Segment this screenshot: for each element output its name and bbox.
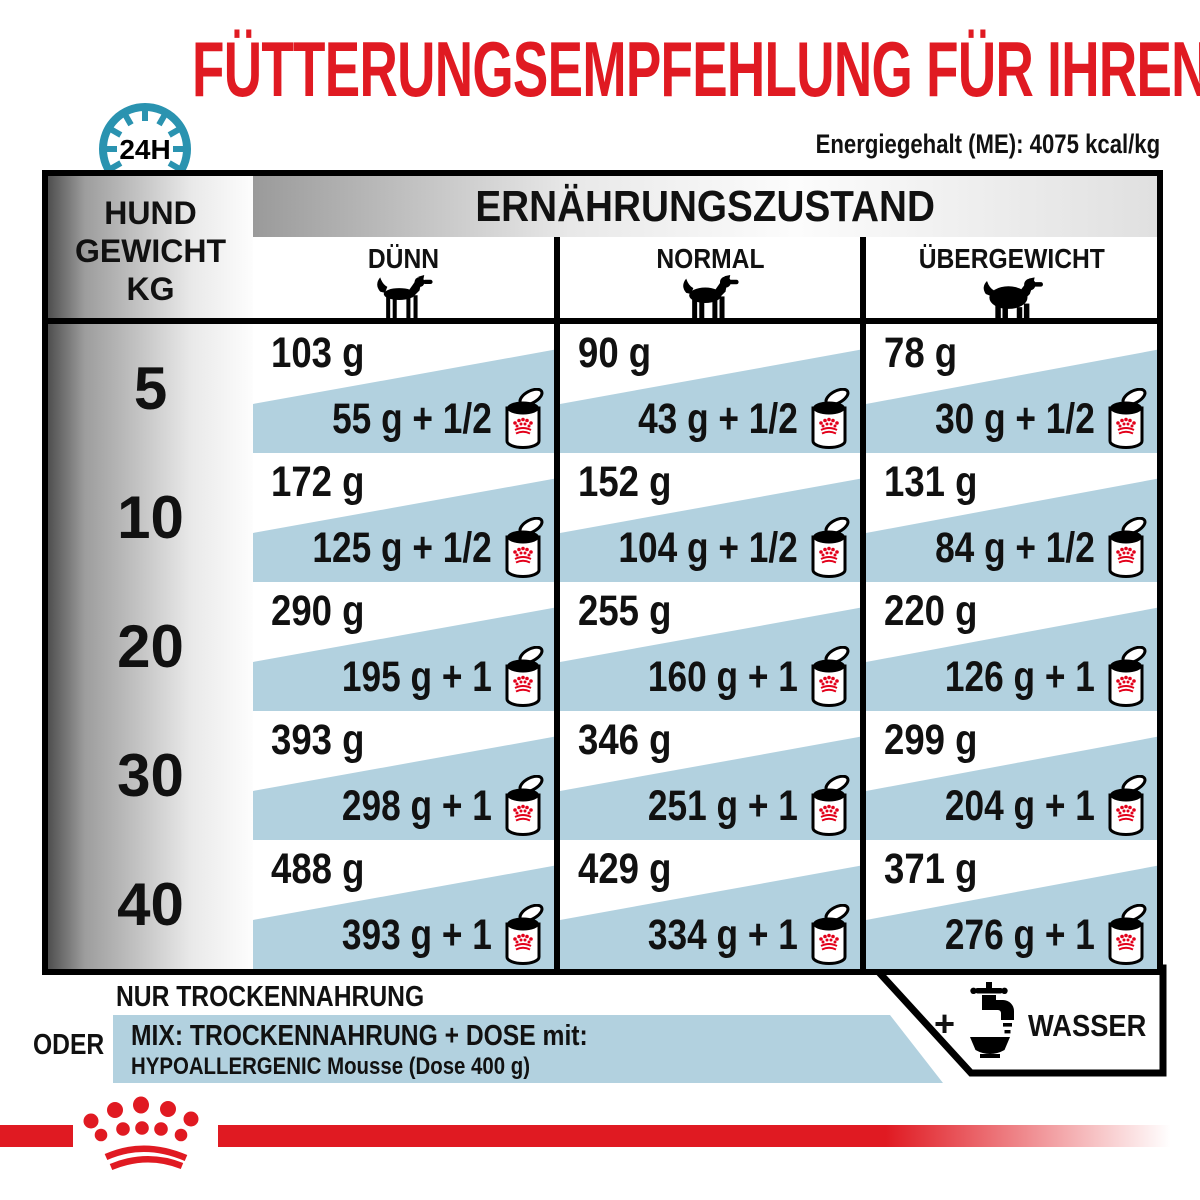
mix-amount: 204 g + 1 <box>945 781 1095 830</box>
mix-amount: 84 g + 1/2 <box>935 523 1095 572</box>
weight-header-line: HUND <box>104 195 197 231</box>
weight-column-header: HUND GEWICHT KG <box>48 194 253 308</box>
royal-canin-crown-icon <box>68 1090 220 1182</box>
table-cell: 220 g 126 g + 1 <box>866 582 1157 711</box>
mix-amount: 251 g + 1 <box>648 781 798 830</box>
mix-amount: 125 g + 1/2 <box>312 523 492 572</box>
table-cell: 488 g 393 g + 1 <box>253 840 554 969</box>
can-icon <box>1103 775 1149 837</box>
mix-amount: 160 g + 1 <box>648 652 798 701</box>
can-icon <box>1103 388 1149 450</box>
can-icon <box>500 517 546 579</box>
dry-amount: 393 g <box>271 716 365 764</box>
column-label: NORMAL <box>655 243 765 274</box>
dry-amount: 346 g <box>578 716 672 764</box>
column-divider <box>860 237 866 969</box>
table-cell: 172 g 125 g + 1/2 <box>253 453 554 582</box>
mix-amount: 393 g + 1 <box>342 910 492 959</box>
dry-amount: 172 g <box>271 458 365 506</box>
can-icon <box>806 775 852 837</box>
header-rule <box>48 318 1157 324</box>
mix-amount: 43 g + 1/2 <box>638 394 798 443</box>
weight-label: 20 <box>117 613 184 680</box>
table-cell: 393 g 298 g + 1 <box>253 711 554 840</box>
weight-label: 40 <box>117 871 184 938</box>
column-header-normal: NORMAL <box>560 237 860 318</box>
mix-amount: 30 g + 1/2 <box>935 394 1095 443</box>
column-header-overweight: ÜBERGEWICHT <box>866 237 1157 318</box>
dry-amount: 429 g <box>578 845 672 893</box>
mix-amount: 298 g + 1 <box>342 781 492 830</box>
table-cell: 290 g 195 g + 1 <box>253 582 554 711</box>
brand-red-bar-right <box>218 1125 1200 1147</box>
plus-sign: + <box>934 1003 956 1044</box>
condition-header-band <box>253 176 1157 237</box>
legend-mix-band: MIX: TROCKENNAHRUNG + DOSE mit: HYPOALLE… <box>113 1015 943 1083</box>
dry-amount: 220 g <box>884 587 978 635</box>
table-cell: 429 g 334 g + 1 <box>560 840 860 969</box>
weight-label: 10 <box>117 484 184 551</box>
dry-amount: 103 g <box>271 329 365 377</box>
water-faucet-icon <box>958 982 1022 1060</box>
column-divider <box>554 237 560 969</box>
can-icon <box>806 388 852 450</box>
can-icon <box>806 646 852 708</box>
can-icon <box>1103 646 1149 708</box>
mix-amount: 195 g + 1 <box>342 652 492 701</box>
table-cell: 371 g 276 g + 1 <box>866 840 1157 969</box>
can-icon <box>1103 517 1149 579</box>
dry-amount: 255 g <box>578 587 672 635</box>
can-icon <box>806 517 852 579</box>
mix-amount: 334 g + 1 <box>648 910 798 959</box>
column-label: ÜBERGEWICHT <box>918 243 1105 274</box>
dry-amount: 371 g <box>884 845 978 893</box>
weight-header-line: KG <box>126 271 175 307</box>
dry-amount: 488 g <box>271 845 365 893</box>
can-icon <box>500 646 546 708</box>
dry-amount: 290 g <box>271 587 365 635</box>
column-label: DÜNN <box>367 243 440 274</box>
energy-content-label: Energiegehalt (ME): 4075 kcal/kg <box>740 129 1160 160</box>
energy-content-text: Energiegehalt (ME): 4075 kcal/kg <box>815 129 1160 159</box>
legend-mix-line1: MIX: TROCKENNAHRUNG + DOSE mit: <box>131 1020 588 1052</box>
table-cell: 346 g 251 g + 1 <box>560 711 860 840</box>
mix-amount: 104 g + 1/2 <box>618 523 798 572</box>
table-cell: 90 g 43 g + 1/2 <box>560 324 860 453</box>
page-title: FÜTTERUNGSEMPFEHLUNG FÜR IHREN HUND <box>192 25 1200 113</box>
mix-amount: 276 g + 1 <box>945 910 1095 959</box>
weight-column-background <box>48 176 253 969</box>
dry-amount: 152 g <box>578 458 672 506</box>
legend-dry-only: NUR TROCKENNAHRUNG <box>116 981 425 1013</box>
brand-red-bar-left <box>0 1125 73 1147</box>
legend-mix-line2: HYPOALLERGENIC Mousse (Dose 400 g) <box>131 1053 531 1080</box>
legend-or-label: ODER <box>33 1029 105 1061</box>
table-cell: 299 g 204 g + 1 <box>866 711 1157 840</box>
can-icon <box>806 904 852 966</box>
column-header-thin: DÜNN <box>253 237 554 318</box>
weight-header-line: GEWICHT <box>74 233 227 269</box>
table-cell: 131 g 84 g + 1/2 <box>866 453 1157 582</box>
dry-amount: 131 g <box>884 458 978 506</box>
dry-amount: 78 g <box>884 329 958 377</box>
can-icon <box>500 775 546 837</box>
table-cell: 152 g 104 g + 1/2 <box>560 453 860 582</box>
weight-label: 5 <box>133 355 168 422</box>
table-cell: 255 g 160 g + 1 <box>560 582 860 711</box>
mix-amount: 126 g + 1 <box>945 652 1095 701</box>
water-label: WASSER <box>1028 1008 1147 1043</box>
can-icon <box>500 904 546 966</box>
condition-header: ERNÄHRUNGSZUSTAND <box>475 182 935 231</box>
can-icon <box>1103 904 1149 966</box>
dry-amount: 299 g <box>884 716 978 764</box>
table-cell: 103 g 55 g + 1/2 <box>253 324 554 453</box>
mix-amount: 55 g + 1/2 <box>332 394 492 443</box>
table-cell: 78 g 30 g + 1/2 <box>866 324 1157 453</box>
can-icon <box>500 388 546 450</box>
feeding-table: ERNÄHRUNGSZUSTAND HUND GEWICHT KG DÜNN N… <box>42 170 1163 975</box>
dry-amount: 90 g <box>578 329 652 377</box>
weight-label: 30 <box>117 742 184 809</box>
